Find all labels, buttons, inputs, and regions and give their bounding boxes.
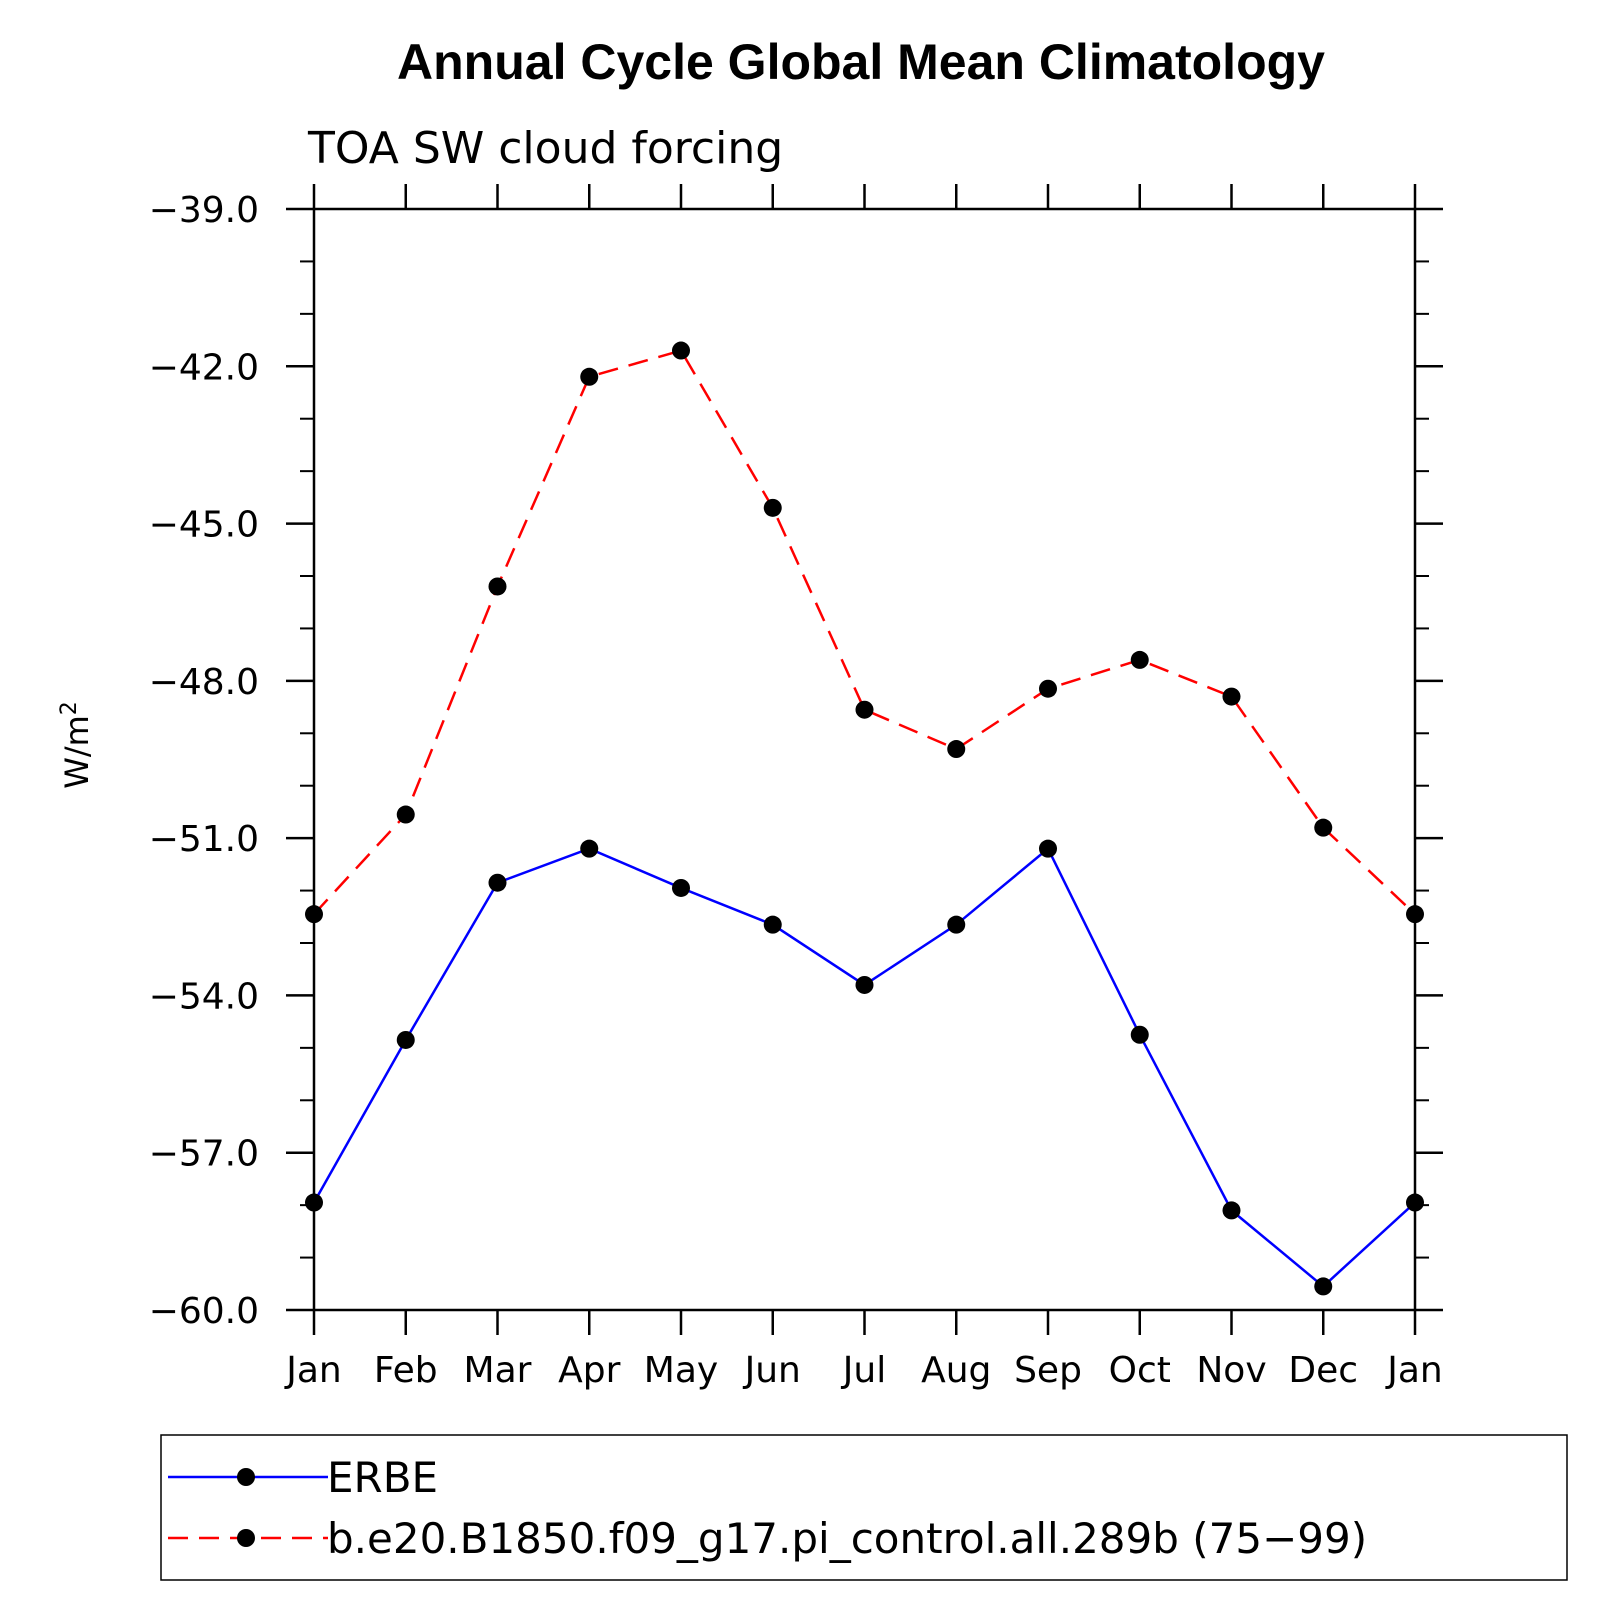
legend-marker-model	[237, 1529, 255, 1547]
data-point-s0	[1314, 1277, 1333, 1296]
legend-box	[160, 1434, 1568, 1581]
y-tick-label: −48.0	[149, 662, 259, 703]
data-point-s1	[580, 367, 599, 386]
x-tick-label: Jan	[1385, 1350, 1443, 1391]
x-tick-label: Apr	[558, 1350, 620, 1391]
x-tick-label: Jul	[841, 1350, 886, 1391]
y-tick-label: −39.0	[149, 190, 259, 231]
data-point-s1	[1130, 650, 1149, 669]
data-point-s1	[763, 498, 782, 517]
y-tick-label: −60.0	[149, 1291, 259, 1332]
legend-label-erbe: ERBE	[327, 1453, 438, 1502]
y-tick-label: −57.0	[149, 1134, 259, 1175]
data-point-s0	[672, 878, 690, 897]
data-point-s1	[855, 700, 874, 719]
data-point-s1	[672, 341, 690, 360]
y-tick-label: −42.0	[149, 347, 259, 388]
y-axis-label: W/m2	[57, 701, 96, 789]
data-point-s0	[488, 873, 507, 892]
series-layer	[305, 341, 1424, 1296]
data-point-s0	[1222, 1201, 1241, 1220]
data-point-s0	[396, 1030, 415, 1049]
data-point-s1	[488, 577, 507, 596]
y-axis-label-text: W/m	[58, 715, 96, 789]
data-point-s0	[305, 1193, 323, 1212]
legend-label-model: b.e20.B1850.f09_g17.pi_control.all.289b …	[327, 1514, 1367, 1563]
data-point-s1	[396, 805, 415, 824]
data-point-s1	[305, 905, 323, 924]
y-tick-label: −45.0	[149, 505, 259, 546]
chart-subtitle: TOA SW cloud forcing	[307, 123, 783, 174]
data-point-s0	[580, 839, 599, 858]
data-point-s0	[855, 975, 874, 994]
x-tick-label: Feb	[374, 1350, 438, 1391]
y-axis-label-superscript: 2	[57, 701, 82, 715]
x-tick-label: Oct	[1109, 1350, 1171, 1391]
x-tick-label: Aug	[921, 1350, 991, 1391]
data-point-s0	[947, 915, 966, 934]
y-tick-label: −54.0	[149, 976, 259, 1017]
data-point-s0	[1406, 1193, 1424, 1212]
x-tick-label: May	[644, 1350, 718, 1391]
data-point-s0	[763, 915, 782, 934]
legend-marker-erbe	[237, 1468, 255, 1486]
series-line-0	[312, 846, 1416, 1289]
data-point-s0	[1130, 1025, 1149, 1044]
series-line-1	[313, 349, 1416, 916]
data-point-s0	[1039, 839, 1057, 858]
legend: ERBE b.e20.B1850.f09_g17.pi_control.all.…	[160, 1434, 1568, 1581]
data-point-s1	[1314, 818, 1333, 837]
y-tick-label: −51.0	[149, 819, 259, 860]
x-tick-label: Mar	[464, 1350, 532, 1391]
x-tick-label: Dec	[1288, 1350, 1358, 1391]
x-tick-label: Nov	[1196, 1350, 1266, 1391]
x-tick-label: Sep	[1014, 1350, 1082, 1391]
x-tick-label: Jun	[743, 1350, 801, 1391]
plot-frame	[312, 207, 1417, 1312]
x-tick-label: Jan	[284, 1350, 342, 1391]
data-point-s1	[1222, 687, 1241, 706]
axes: Jan Feb Mar Apr May Jun Jul Aug Sep Oct Nov Dec Jan−…	[149, 184, 1443, 1391]
data-point-s1	[947, 740, 966, 759]
chart-title: Annual Cycle Global Mean Climatology	[397, 34, 1325, 90]
data-point-s1	[1406, 905, 1424, 924]
data-point-s1	[1039, 679, 1057, 698]
